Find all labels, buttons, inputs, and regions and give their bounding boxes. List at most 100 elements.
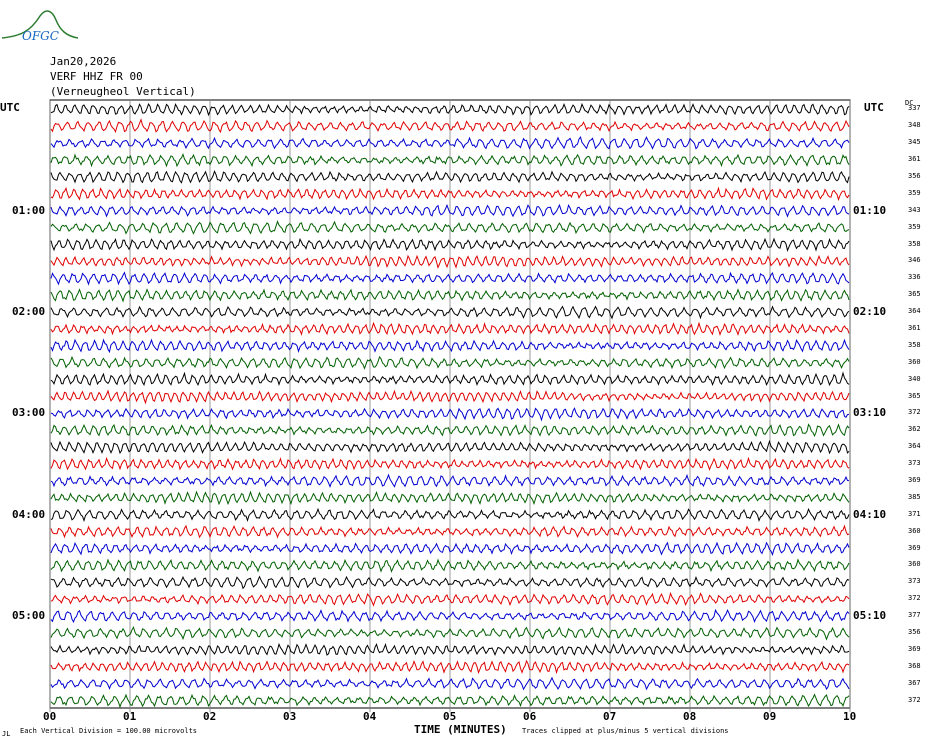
right-time-label: 04:10 [853, 507, 887, 521]
seismic-trace [50, 271, 850, 286]
x-tick-label: 05 [443, 710, 457, 723]
dc-offset-label: 371 [908, 509, 921, 518]
seismic-trace [50, 355, 850, 370]
dc-offset-label: 377 [908, 611, 921, 620]
dc-offset-label: 372 [908, 594, 921, 603]
left-time-label: 03:00 [12, 406, 46, 420]
header-date: Jan20,2026 [50, 55, 117, 68]
seismic-trace [50, 608, 850, 624]
dc-offset-label: 361 [908, 155, 921, 164]
seismic-trace [50, 389, 850, 405]
logo-text: OFGC [22, 29, 59, 42]
seismic-trace [50, 237, 850, 253]
right-time-label: 03:10 [853, 406, 887, 420]
footer-division: Each Vertical Division = 100.00 microvol… [20, 727, 198, 735]
right-time-label: 02:10 [853, 305, 887, 319]
dc-offset-label: 369 [908, 543, 921, 552]
right-time-label: 01:10 [853, 203, 887, 217]
seismic-trace [50, 626, 850, 641]
seismic-trace [50, 338, 850, 354]
x-tick-label: 10 [843, 710, 857, 723]
seismic-trace [50, 676, 850, 691]
dc-offset-label: 348 [908, 121, 921, 130]
dc-label: DC [905, 99, 914, 107]
seismic-trace [50, 118, 850, 134]
seismic-trace [50, 203, 850, 218]
x-tick-label: 04 [363, 710, 377, 723]
dc-offset-label: 340 [908, 374, 921, 383]
dc-offset-label: 365 [908, 290, 921, 299]
seismic-trace [50, 693, 850, 709]
footer-clip-note: Traces clipped at plus/minus 5 vertical … [522, 727, 729, 735]
utc-right-label: UTC [864, 101, 884, 114]
dc-offset-label: 372 [908, 408, 921, 417]
x-tick-label: 09 [763, 710, 777, 723]
ofgc-logo: OFGC [1, 10, 79, 42]
seismic-trace [50, 659, 850, 675]
dc-offset-label: 369 [908, 476, 921, 484]
dc-offset-label: 367 [908, 678, 921, 687]
seismic-trace [50, 305, 850, 320]
plot-grid [49, 99, 851, 712]
seismic-trace [50, 541, 850, 556]
dc-offset-label: 356 [908, 172, 921, 180]
dc-offset-label: 361 [908, 324, 921, 332]
dc-offset-label: 358 [908, 340, 921, 349]
seismic-trace [50, 558, 850, 573]
dc-offset-label: 362 [908, 425, 921, 434]
dc-offset-label: 373 [908, 459, 921, 468]
seismic-trace [50, 407, 850, 422]
seismic-trace [50, 220, 850, 235]
header-station: VERF HHZ FR 00 [50, 70, 143, 83]
dc-offset-label: 337 [908, 104, 921, 113]
seismic-trace [50, 102, 850, 117]
dc-offset-label: 356 [908, 628, 921, 636]
seismic-trace [50, 254, 850, 270]
dc-offset-label: 359 [908, 188, 921, 197]
seismic-trace [50, 591, 850, 607]
seismic-trace [50, 152, 850, 168]
dc-offset-label: 336 [908, 273, 921, 282]
seismic-trace [50, 575, 850, 590]
trace-rows [50, 102, 850, 709]
dc-offset-label: 369 [908, 644, 921, 653]
dc-offset-label: 360 [908, 357, 921, 366]
dc-offset-label: 359 [908, 222, 921, 231]
seismic-trace [50, 642, 850, 657]
seismic-trace [50, 507, 850, 523]
x-tick-label: 01 [123, 710, 137, 723]
dc-offset-label: 373 [908, 577, 921, 586]
dc-offset-label: 346 [908, 256, 921, 265]
left-time-label: 02:00 [12, 305, 46, 319]
dc-offset-label: 360 [908, 526, 921, 535]
dc-offset-label: 360 [908, 560, 921, 569]
right-time-label: 05:10 [853, 609, 887, 623]
dc-offset-label: 364 [908, 442, 921, 451]
dc-offset-label: 385 [908, 492, 921, 501]
seismic-trace [50, 456, 850, 471]
x-tick-label: 03 [283, 710, 297, 723]
dc-offset-label: 343 [908, 205, 921, 214]
x-axis-title: TIME (MINUTES) [414, 723, 507, 736]
x-tick-label: 00 [43, 710, 57, 723]
left-time-label: 01:00 [12, 203, 46, 217]
x-tick-label: 07 [603, 710, 617, 723]
dc-offset-label: 358 [908, 239, 921, 248]
seismic-trace [50, 490, 850, 506]
seismic-trace [50, 371, 850, 387]
x-tick-label: 02 [203, 710, 217, 723]
x-tick-label: 06 [523, 710, 537, 723]
dc-offset-label: 372 [908, 695, 921, 704]
seismic-trace [50, 186, 850, 202]
dc-offset-label: 365 [908, 391, 921, 400]
seismic-trace [50, 135, 850, 150]
footer-corner: JL [2, 730, 11, 738]
dc-offset-label: 368 [908, 661, 921, 670]
header-location: (Verneugheol Vertical) [50, 85, 196, 98]
seismic-trace [50, 524, 850, 539]
seismic-trace [50, 439, 850, 455]
seismic-trace [50, 473, 850, 489]
seismic-trace [50, 288, 850, 303]
utc-left-label: UTC [0, 101, 20, 114]
